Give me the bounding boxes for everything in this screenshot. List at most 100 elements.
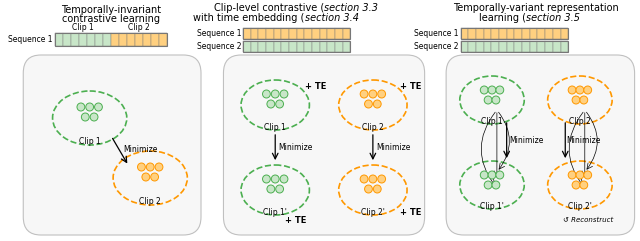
Bar — [476, 41, 484, 52]
Bar — [468, 28, 476, 39]
Bar — [151, 33, 159, 46]
Text: section 3.5: section 3.5 — [526, 13, 580, 23]
Circle shape — [480, 171, 488, 179]
Bar — [561, 41, 568, 52]
Circle shape — [496, 171, 504, 179]
Bar — [86, 33, 95, 46]
Bar — [484, 28, 492, 39]
Circle shape — [369, 175, 377, 183]
Bar — [461, 41, 468, 52]
Text: Minimize: Minimize — [509, 136, 544, 145]
Text: section 3.4: section 3.4 — [305, 13, 358, 23]
Circle shape — [572, 181, 580, 189]
Circle shape — [267, 100, 275, 108]
Bar — [545, 41, 553, 52]
Text: Clip 1: Clip 1 — [79, 137, 100, 146]
Text: ↺ Reconstruct: ↺ Reconstruct — [563, 217, 613, 223]
Circle shape — [262, 90, 270, 98]
Bar — [561, 28, 568, 39]
Circle shape — [568, 171, 576, 179]
Bar — [266, 41, 274, 52]
Circle shape — [365, 185, 372, 193]
Bar — [461, 41, 568, 52]
Text: Minimize: Minimize — [566, 136, 600, 145]
Bar — [507, 28, 515, 39]
Text: with time embedding (: with time embedding ( — [193, 13, 305, 23]
Bar — [530, 41, 538, 52]
Bar — [135, 33, 143, 46]
Bar — [492, 41, 499, 52]
Bar — [461, 28, 568, 39]
Bar — [335, 41, 343, 52]
Circle shape — [280, 175, 288, 183]
Bar — [507, 41, 515, 52]
Circle shape — [267, 185, 275, 193]
Text: contrastive learning: contrastive learning — [62, 14, 160, 24]
Bar — [312, 41, 320, 52]
Text: + TE: + TE — [285, 216, 307, 225]
Bar — [243, 28, 351, 39]
Bar — [461, 28, 468, 39]
Text: learning (: learning ( — [479, 13, 526, 23]
Bar — [143, 33, 151, 46]
Bar — [553, 41, 561, 52]
Bar — [320, 28, 328, 39]
Bar — [297, 28, 305, 39]
Bar — [282, 28, 289, 39]
Text: Sequence 1: Sequence 1 — [414, 29, 459, 38]
Circle shape — [138, 163, 145, 171]
Text: Clip 2: Clip 2 — [140, 197, 161, 206]
Circle shape — [271, 90, 279, 98]
Text: + TE: + TE — [400, 82, 422, 91]
Bar — [538, 41, 545, 52]
Circle shape — [77, 103, 84, 111]
Bar — [468, 41, 476, 52]
Bar — [70, 33, 79, 46]
Bar — [553, 28, 561, 39]
Circle shape — [572, 96, 580, 104]
Text: Sequence 1: Sequence 1 — [8, 35, 52, 44]
Circle shape — [81, 113, 89, 121]
Circle shape — [360, 175, 368, 183]
Bar — [282, 41, 289, 52]
Bar — [251, 41, 259, 52]
Circle shape — [484, 181, 492, 189]
Circle shape — [276, 185, 284, 193]
Bar — [259, 28, 266, 39]
Bar — [111, 33, 118, 46]
Bar — [499, 41, 507, 52]
Circle shape — [369, 90, 377, 98]
Bar — [538, 28, 545, 39]
Bar — [266, 28, 274, 39]
Text: Clip 2': Clip 2' — [361, 208, 385, 217]
Circle shape — [365, 100, 372, 108]
Circle shape — [480, 86, 488, 94]
FancyBboxPatch shape — [446, 55, 635, 235]
Circle shape — [580, 96, 588, 104]
Circle shape — [496, 86, 504, 94]
Text: Clip 2: Clip 2 — [362, 123, 384, 132]
Circle shape — [373, 100, 381, 108]
Circle shape — [584, 171, 591, 179]
Text: Clip 1': Clip 1' — [480, 202, 504, 211]
Circle shape — [86, 103, 93, 111]
Bar — [515, 28, 522, 39]
Bar — [127, 33, 135, 46]
Bar — [484, 41, 492, 52]
Text: Minimize: Minimize — [376, 143, 410, 152]
Circle shape — [147, 163, 154, 171]
Circle shape — [488, 86, 496, 94]
Bar — [274, 28, 282, 39]
Bar — [320, 41, 328, 52]
Bar — [95, 33, 102, 46]
Bar — [274, 41, 282, 52]
Bar — [530, 28, 538, 39]
Text: Clip 1': Clip 1' — [263, 208, 287, 217]
Circle shape — [142, 173, 150, 181]
Text: section 3.3: section 3.3 — [324, 3, 378, 13]
Circle shape — [373, 185, 381, 193]
Circle shape — [568, 86, 576, 94]
Bar — [118, 33, 127, 46]
Circle shape — [488, 171, 496, 179]
Circle shape — [95, 103, 102, 111]
